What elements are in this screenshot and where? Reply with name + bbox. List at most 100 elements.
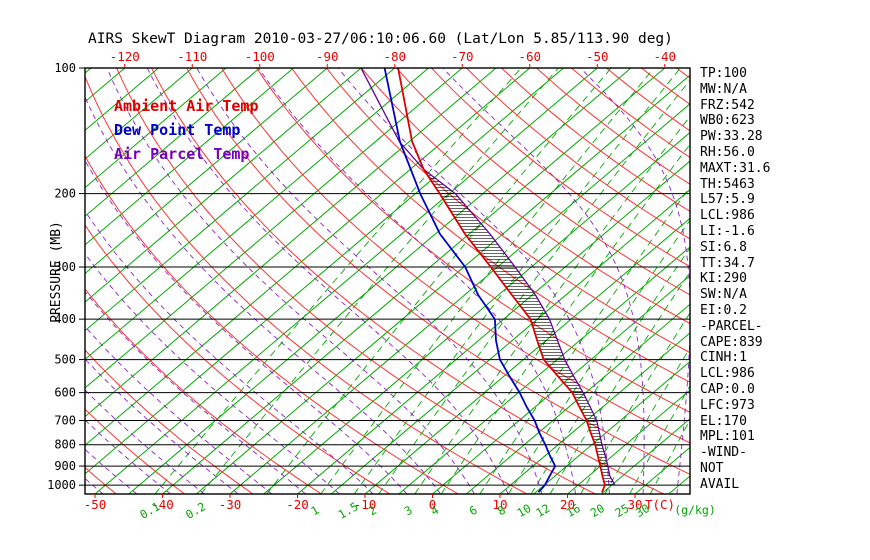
stat-line: FRZ:542 — [700, 97, 755, 113]
isotherm-line — [85, 68, 362, 303]
legend-item-dew-point-temp: Dew Point Temp — [114, 121, 241, 139]
stat-line: CAP:0.0 — [700, 381, 755, 397]
mixing-ratio-tick-label: 25 — [613, 501, 632, 520]
stat-line: EI:0.2 — [700, 302, 747, 318]
stat-line: PW:33.28 — [700, 129, 763, 145]
dry-adiabat-line — [85, 408, 185, 494]
pressure-tick-label: 100 — [54, 61, 76, 75]
dry-adiabat-line — [571, 68, 690, 159]
stat-line: MAXT:31.6 — [700, 160, 771, 176]
dry-adiabat-line — [536, 68, 690, 185]
isotherm-line — [85, 68, 531, 446]
isotherm-line — [533, 360, 690, 494]
moist-adiabat-line — [146, 68, 509, 494]
stat-line: CINH:1 — [700, 350, 747, 366]
mixing-ratio-tick-label: 1 — [308, 503, 321, 519]
isotherm-line — [85, 68, 564, 475]
mixing-ratio-tick-label: 6 — [467, 503, 480, 519]
dry-adiabat-line — [85, 75, 528, 494]
isotherm-line — [85, 68, 328, 275]
legend: Ambient Air Temp Dew Point Temp Air Parcel… — [114, 94, 259, 166]
moist-adiabat-line — [196, 68, 543, 494]
stat-line: AVAIL — [700, 476, 740, 492]
dry-adiabat-line — [221, 68, 690, 444]
isotherm-line — [128, 68, 632, 494]
moist-adiabat-line — [106, 68, 475, 494]
mixing-ratio-tick-label: 3 — [402, 503, 415, 519]
isotherm-line — [85, 68, 261, 217]
stat-line: MPL:101 — [700, 429, 755, 445]
moist-adiabat-line — [85, 253, 340, 494]
dry-adiabat-line — [361, 68, 690, 325]
top-temp-tick-label: -120 — [110, 49, 140, 64]
bottom-temp-tick-label: 30 — [627, 497, 642, 512]
moist-adiabat-line — [85, 210, 374, 494]
mixing-ratio-line — [266, 68, 612, 494]
mixing-ratio-line — [479, 186, 690, 494]
mixing-ratio-unit-label: (g/kg) — [674, 503, 716, 517]
mixing-ratio-tick-label: 12 — [533, 501, 552, 520]
dry-adiabat-line — [151, 68, 664, 494]
isotherm-line — [94, 68, 598, 494]
mixing-ratio-tick-label: 30 — [633, 501, 652, 520]
stat-line: L57:5.9 — [700, 192, 755, 208]
stat-line: -WIND- — [700, 445, 747, 461]
mixing-ratio-line — [414, 115, 690, 494]
moist-adiabat-line — [85, 325, 273, 494]
top-temp-tick-label: -80 — [383, 49, 406, 64]
mixing-ratio-line — [200, 68, 559, 494]
isotherm-line — [85, 68, 463, 389]
top-temp-tick-label: -60 — [518, 49, 541, 64]
stat-line: LFC:973 — [700, 397, 755, 413]
stat-line: WB0:623 — [700, 113, 755, 129]
mixing-ratio-tick-label: 0.2 — [183, 499, 208, 522]
dry-adiabat-line — [431, 68, 690, 268]
moist-adiabat-line — [258, 68, 577, 494]
dry-adiabat-line — [85, 224, 391, 494]
stat-line: CAPE:839 — [700, 334, 763, 350]
stat-line: LI:-1.6 — [700, 223, 755, 239]
pressure-tick-label: 500 — [54, 353, 76, 367]
sounding-curves — [360, 68, 616, 493]
dry-adiabat-line — [291, 68, 690, 383]
stat-line: TP:100 — [700, 66, 747, 81]
bottom-temp-tick-label: -40 — [151, 497, 174, 512]
moist-adiabat-line — [85, 358, 239, 494]
isotherm-line — [432, 274, 690, 494]
bottom-temp-tick-label: 0 — [429, 497, 437, 512]
cape-hatch-area — [423, 169, 615, 486]
dewpoint-curve — [383, 68, 557, 493]
isotherm-line — [330, 189, 690, 494]
isotherm-line — [499, 332, 690, 494]
stat-line: MW:N/A — [700, 81, 747, 97]
stat-line: TH:5463 — [700, 176, 755, 192]
stat-line: LCL:986 — [700, 366, 755, 382]
dry-adiabat-line — [85, 288, 322, 494]
stat-line: SI:6.8 — [700, 239, 747, 255]
isotherm-line — [229, 103, 690, 494]
dry-adiabat-line — [85, 349, 254, 494]
dry-adiabat-line — [466, 68, 690, 240]
mixing-ratio-tick-label: 10 — [515, 501, 534, 520]
ambient-temp-curve — [397, 68, 606, 493]
dry-adiabat-line — [396, 68, 690, 296]
stat-line: NOT — [700, 460, 724, 476]
parcel-temp-curve — [360, 68, 616, 486]
bottom-temp-tick-label: 20 — [560, 497, 575, 512]
mixing-ratio-line — [154, 68, 522, 494]
mixing-ratio-line — [378, 79, 690, 494]
isotherm-line — [85, 68, 294, 246]
isotherm-line — [297, 160, 690, 494]
moist-adiabat-line — [337, 68, 610, 494]
moist-adiabat-line — [85, 291, 306, 494]
bottom-temp-tick-label: -50 — [84, 497, 107, 512]
mixing-ratio-line — [508, 219, 690, 494]
top-temp-tick-label: -70 — [451, 49, 474, 64]
pressure-axis-label: PRESSURE (MB) — [49, 221, 64, 323]
plot-border — [84, 67, 691, 495]
pressure-tick-label: 600 — [54, 386, 76, 400]
pressure-tick-label: 200 — [54, 187, 76, 201]
dry-adiabat-line — [256, 68, 690, 413]
mixing-ratio-line — [320, 68, 655, 494]
